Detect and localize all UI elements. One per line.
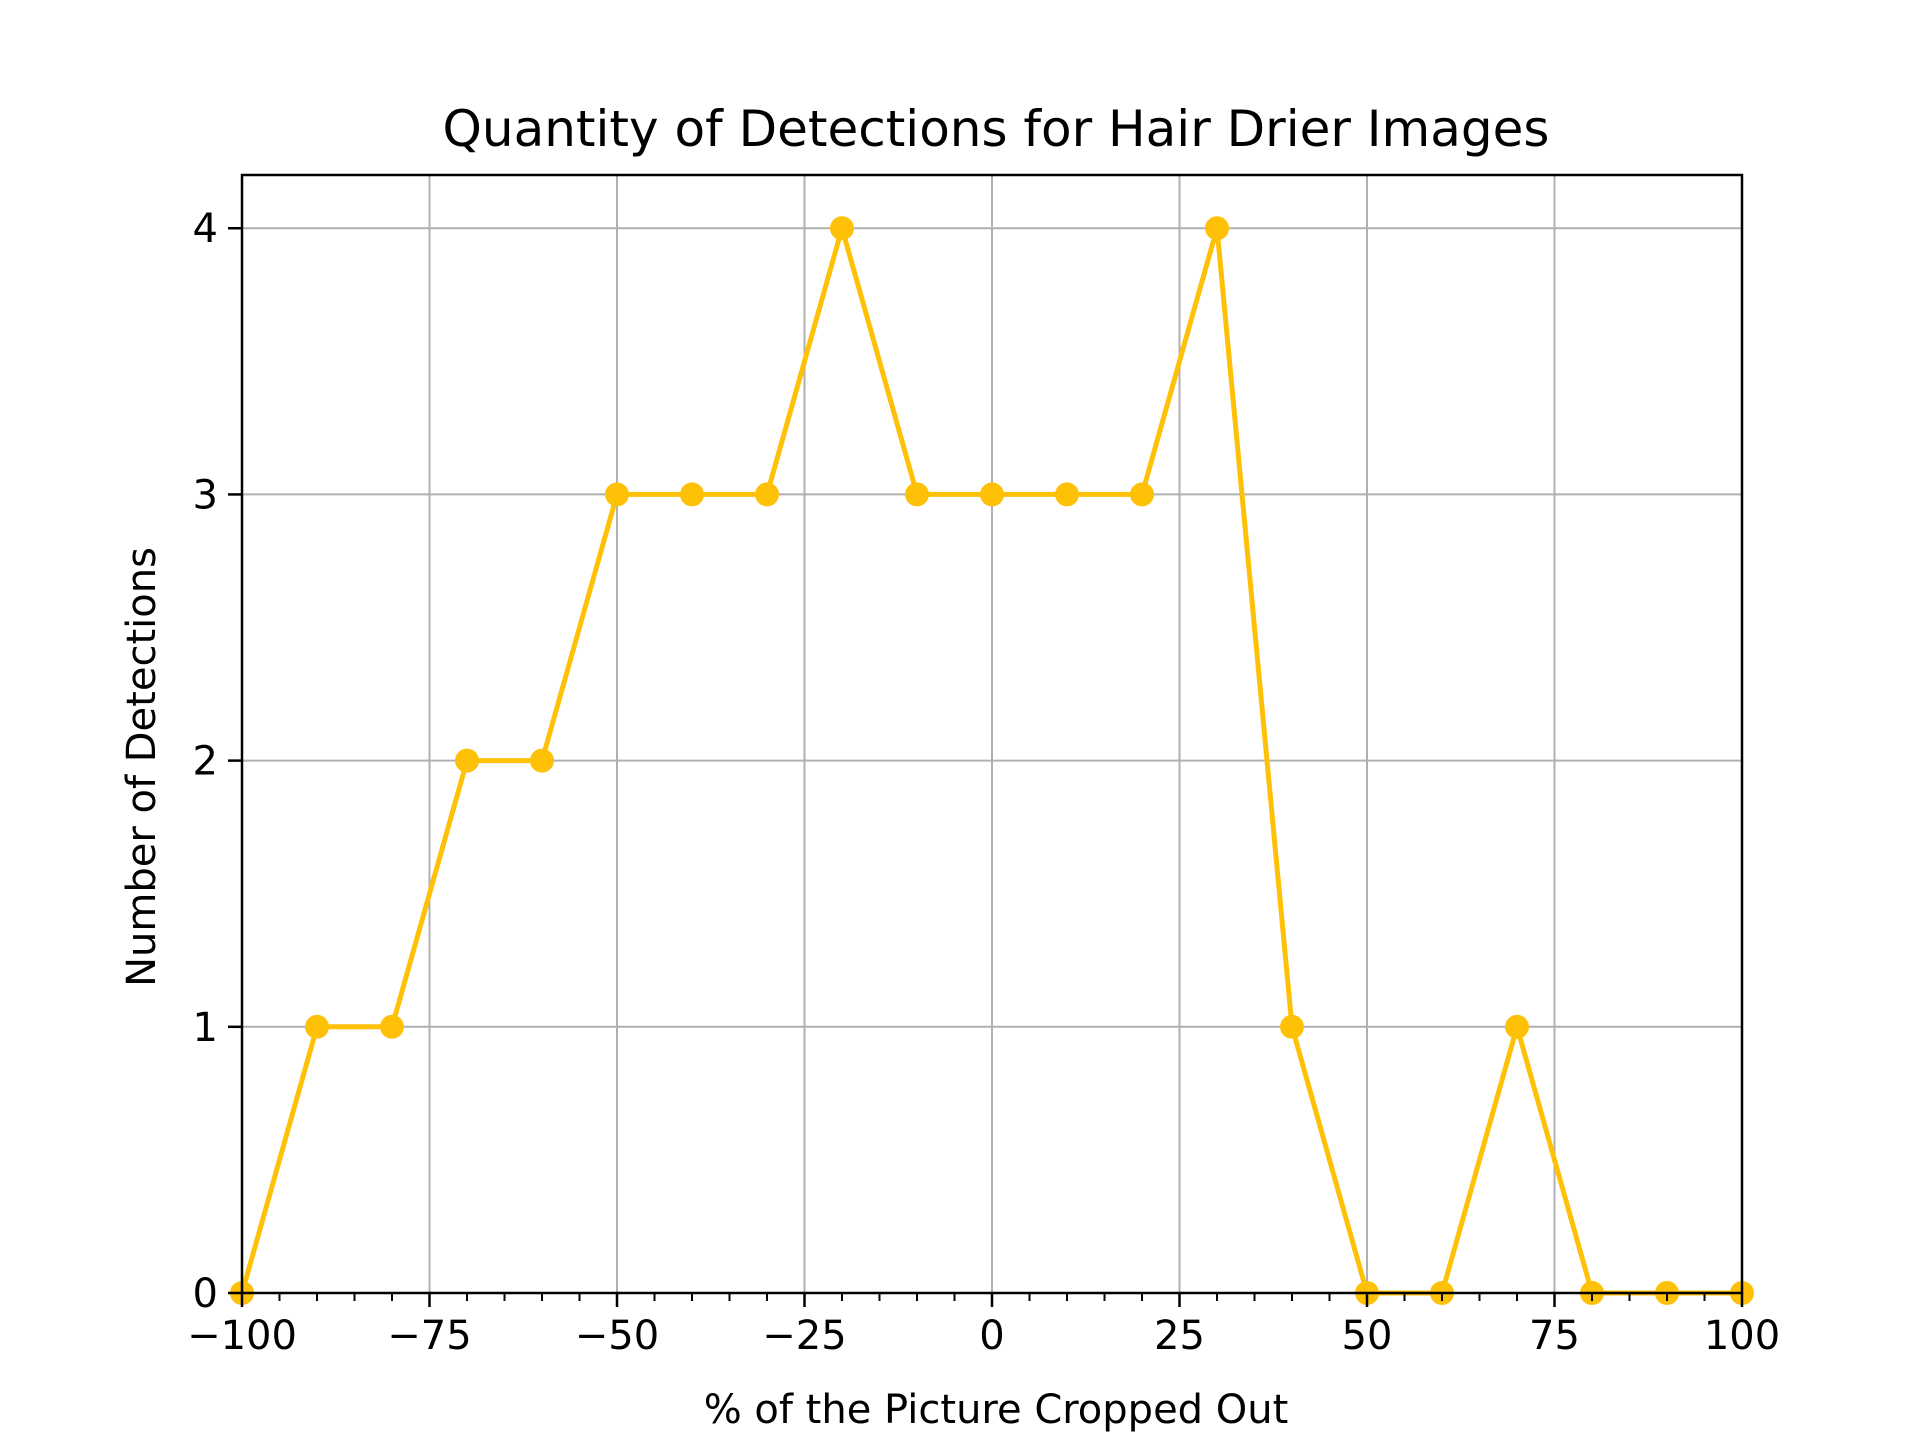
chart-title: Quantity of Detections for Hair Drier Im… — [443, 100, 1550, 158]
x-tick-label: −100 — [187, 1313, 297, 1359]
data-point — [755, 482, 779, 507]
x-tick-label: 25 — [1154, 1313, 1205, 1359]
x-axis-label: % of the Picture Cropped Out — [704, 1387, 1289, 1433]
data-point — [680, 482, 704, 507]
y-tick-label: 4 — [193, 206, 218, 252]
x-tick-label: 0 — [979, 1313, 1004, 1359]
y-tick-label: 1 — [193, 1005, 218, 1051]
data-point — [305, 1014, 329, 1039]
data-point — [1280, 1014, 1304, 1039]
data-point — [530, 748, 554, 773]
data-point — [980, 482, 1004, 507]
tick-layer: −100 −75 −50 −25 0 25 50 75 100 0 1 2 3 4 — [187, 206, 1780, 1359]
data-point — [830, 216, 854, 241]
x-tick-label: 100 — [1704, 1313, 1780, 1359]
x-tick-label: 50 — [1342, 1313, 1393, 1359]
data-point — [1130, 482, 1154, 507]
x-tick-label: −75 — [387, 1313, 471, 1359]
data-point — [1055, 482, 1079, 507]
y-tick-label: 3 — [193, 472, 218, 518]
data-point — [905, 482, 929, 507]
y-tick-label: 0 — [193, 1271, 218, 1317]
data-point — [455, 748, 479, 773]
y-tick-label: 2 — [193, 739, 218, 785]
y-axis-label: Number of Detections — [119, 547, 165, 987]
x-tick-label: −50 — [575, 1313, 659, 1359]
data-point — [1505, 1014, 1529, 1039]
x-tick-label: 75 — [1529, 1313, 1580, 1359]
data-point — [605, 482, 629, 507]
data-point — [380, 1014, 404, 1039]
data-point — [1205, 216, 1229, 241]
x-tick-label: −25 — [762, 1313, 846, 1359]
